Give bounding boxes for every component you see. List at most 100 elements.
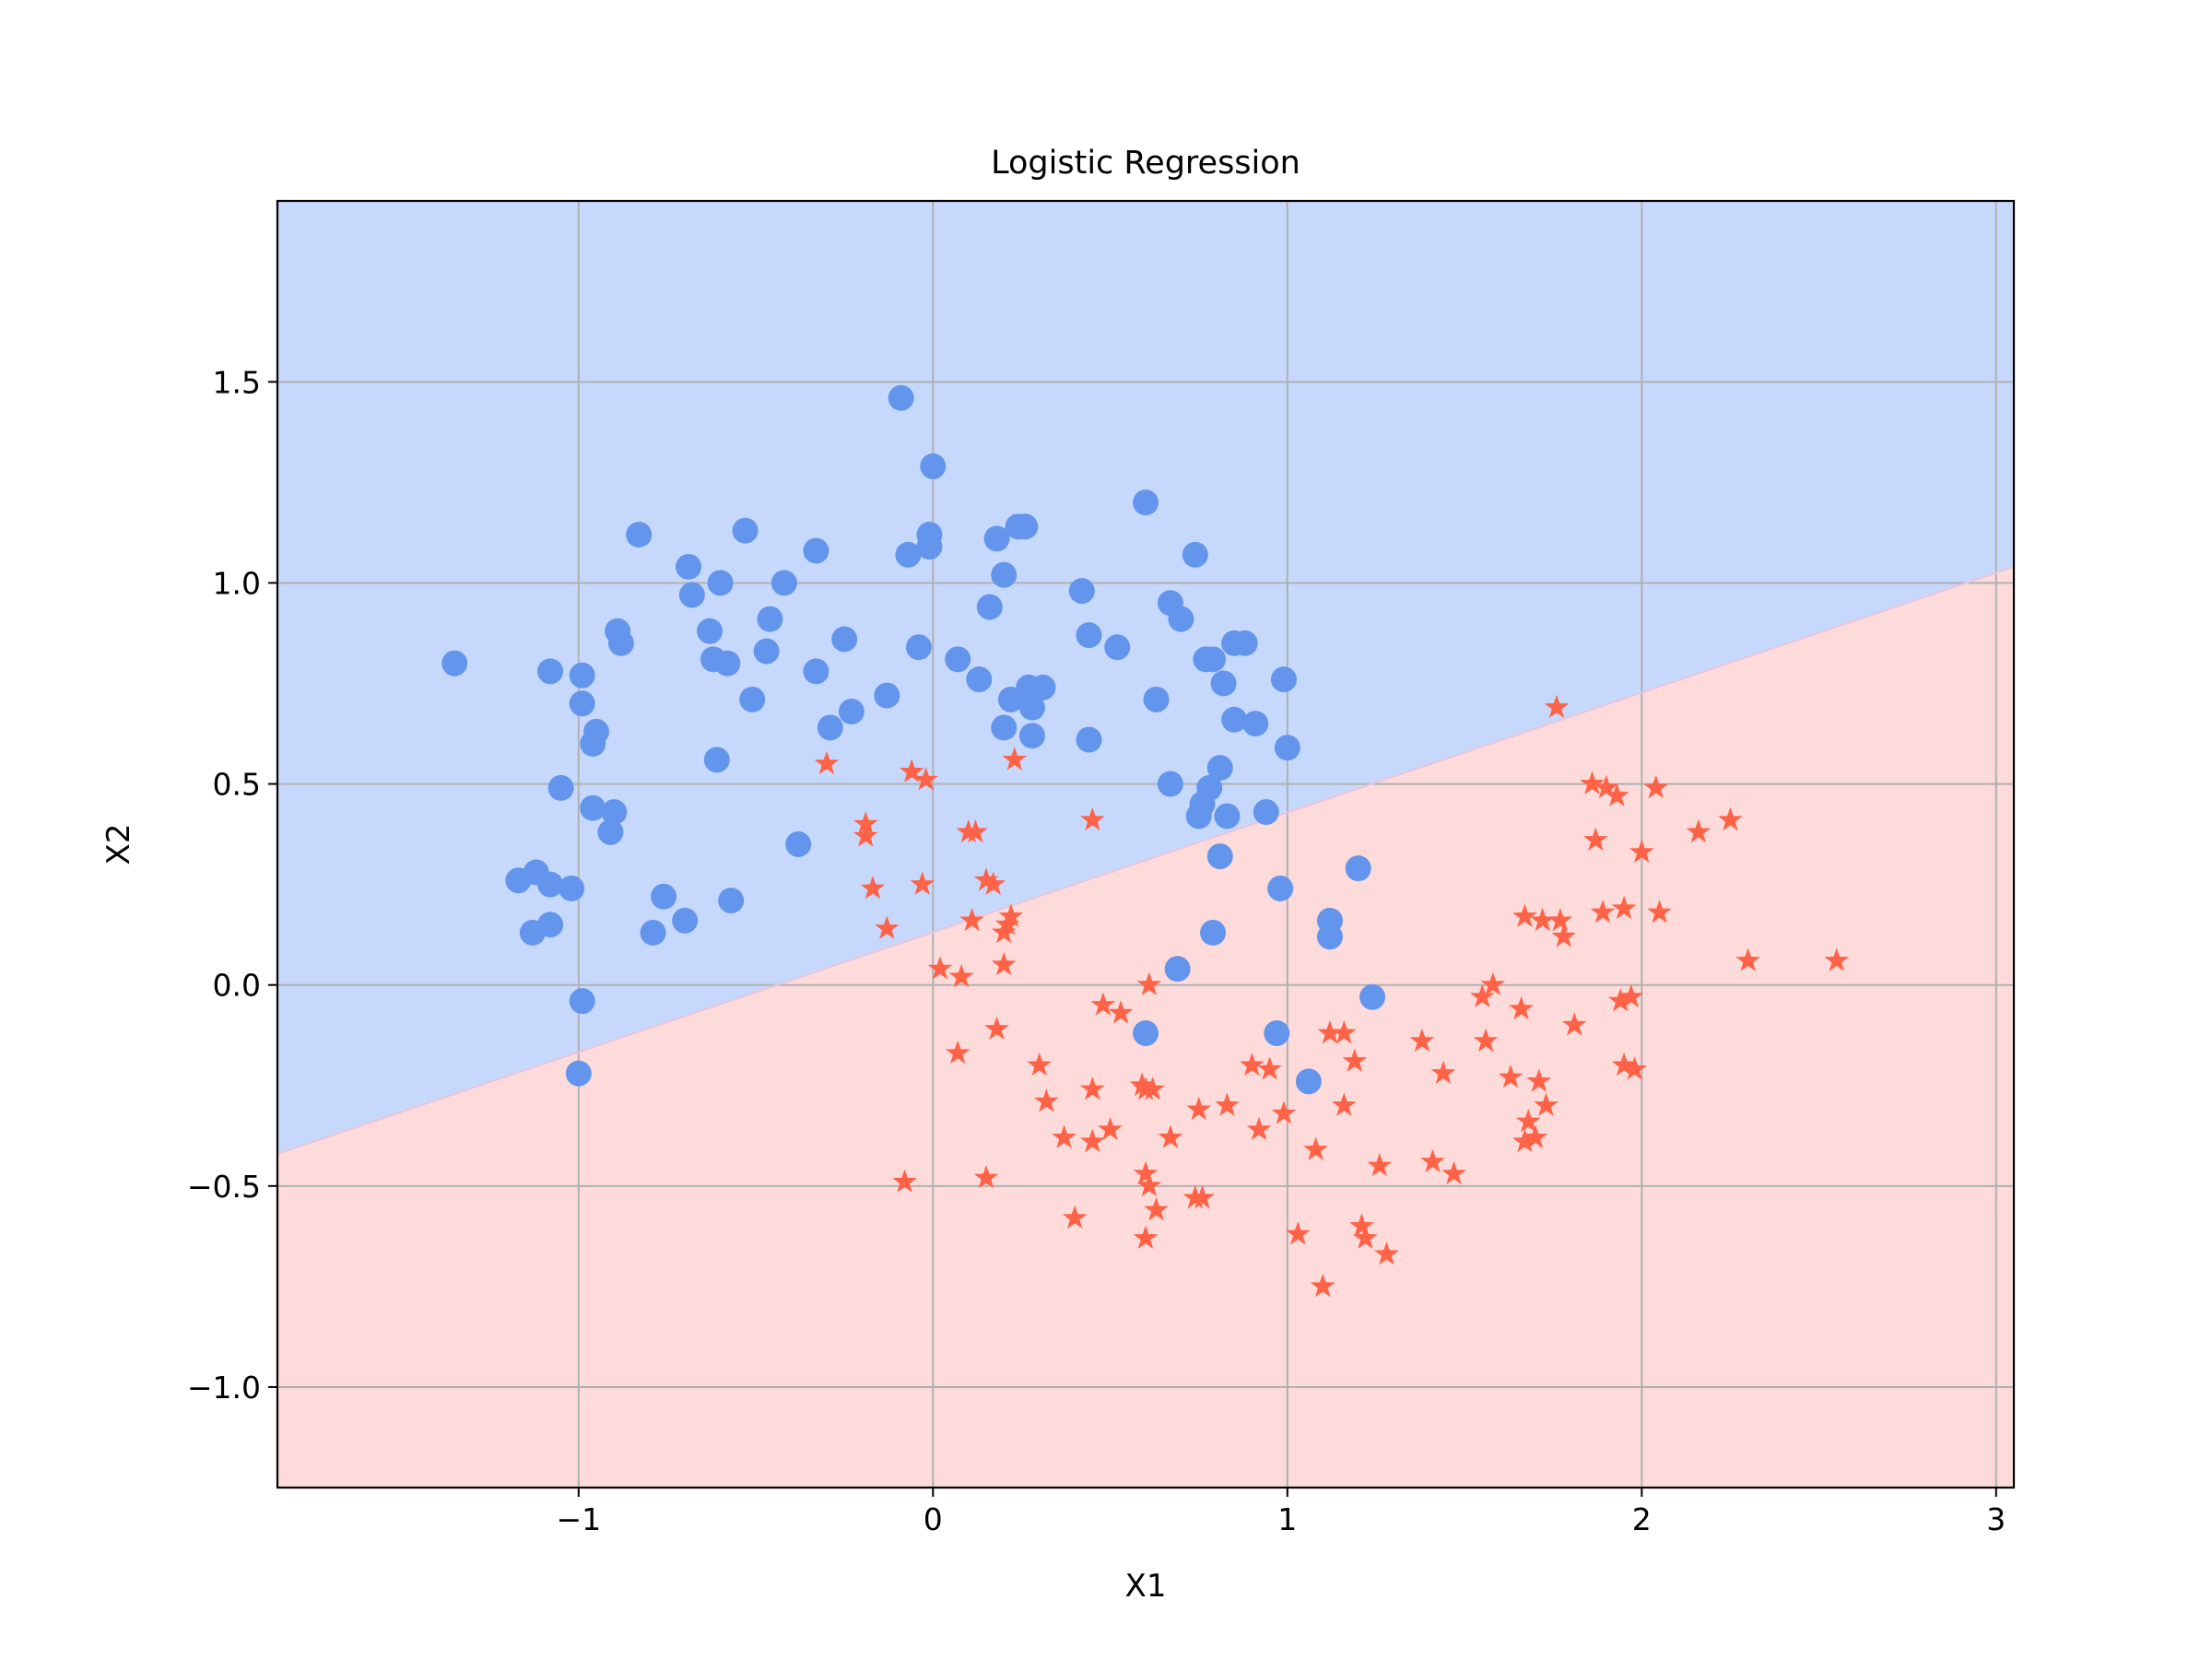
point-circle [753, 638, 780, 665]
point-circle [640, 919, 666, 946]
point-circle [569, 690, 595, 717]
point-circle [920, 453, 947, 479]
point-star [1133, 1225, 1159, 1249]
point-star [1246, 1116, 1272, 1141]
decision-boundary [277, 566, 2014, 1155]
point-circle [1267, 875, 1294, 901]
point-circle [1270, 666, 1297, 693]
point-star [860, 876, 886, 900]
point-star [1098, 1116, 1123, 1141]
x-tick-label: −1 [556, 1501, 601, 1537]
point-circle [1164, 956, 1191, 982]
point-circle [1168, 606, 1194, 632]
point-circle [1133, 1020, 1159, 1047]
point-star [1129, 1072, 1155, 1097]
point-circle [1076, 726, 1102, 753]
point-star [1515, 1109, 1541, 1133]
point-star [1718, 806, 1743, 831]
point-circle [707, 570, 734, 596]
point-circle [916, 534, 943, 560]
x-tick-label: 1 [1277, 1501, 1297, 1537]
point-circle [601, 799, 628, 826]
point-star [1144, 1197, 1169, 1221]
point-star [1498, 1065, 1524, 1088]
point-circle [1068, 578, 1095, 605]
point-circle [1133, 489, 1159, 516]
point-circle [559, 875, 585, 901]
point-star [892, 1169, 917, 1193]
point-circle [718, 888, 745, 914]
point-star [1590, 900, 1616, 924]
point-star [875, 915, 900, 939]
point-star [1512, 1128, 1537, 1153]
point-star [1286, 1221, 1311, 1245]
chart-title: Logistic Regression [991, 145, 1300, 182]
point-star [1215, 1092, 1240, 1116]
point-star [1186, 1096, 1211, 1121]
y-tick-label: 0.0 [213, 968, 261, 1004]
point-circle [1200, 919, 1227, 946]
boundary-line [277, 566, 2014, 1155]
axes-frame [276, 199, 2016, 1489]
point-star [1136, 971, 1162, 995]
point-circle [991, 714, 1018, 741]
point-star [991, 951, 1017, 976]
point-star [1080, 1077, 1105, 1100]
y-tick-label: 1.5 [213, 364, 261, 400]
point-circle [1274, 735, 1300, 761]
point-star [1353, 1225, 1378, 1249]
point-star [1583, 827, 1608, 851]
point-star [1686, 818, 1712, 843]
point-star [973, 1165, 999, 1189]
x-tick-label: 0 [924, 1501, 943, 1537]
point-star [1002, 747, 1028, 771]
point-star [1080, 806, 1105, 831]
point-star [899, 759, 924, 782]
x-tick-label: 2 [1632, 1501, 1652, 1537]
point-star [1512, 903, 1537, 927]
point-star [1257, 1056, 1282, 1080]
point-circle [1182, 541, 1208, 568]
point-circle [1200, 646, 1227, 673]
point-star [1618, 983, 1644, 1008]
point-star [1622, 1056, 1647, 1080]
point-star [1409, 1028, 1435, 1053]
point-star [1158, 1124, 1183, 1148]
point-star [1534, 1092, 1559, 1116]
point-circle [672, 907, 699, 934]
point-star [1090, 992, 1116, 1016]
point-circle [580, 794, 606, 821]
point-circle [626, 522, 653, 548]
point-circle [537, 912, 564, 938]
point-star [913, 767, 938, 791]
point-circle [803, 537, 830, 564]
point-circle [1206, 843, 1233, 870]
decision-regions [277, 201, 2014, 1488]
point-circle [1206, 755, 1233, 782]
point-star [910, 871, 935, 895]
point-star [1367, 1153, 1393, 1177]
point-circle [678, 582, 705, 608]
point-circle [1264, 1020, 1290, 1047]
point-star [959, 907, 984, 932]
point-circle [831, 626, 858, 653]
point-star [948, 964, 974, 988]
point-circle [714, 650, 741, 677]
point-star [1561, 1012, 1587, 1036]
point-circle [895, 541, 922, 568]
point-star [1611, 1052, 1637, 1077]
point-circle [441, 650, 468, 677]
point-circle [1345, 855, 1371, 882]
point-star [1643, 774, 1668, 799]
point-star [1594, 774, 1619, 799]
point-star [1526, 1068, 1552, 1092]
point-star [1080, 1128, 1105, 1153]
point-circle [703, 747, 730, 773]
point-circle [537, 871, 564, 898]
point-star [981, 871, 1006, 895]
point-circle [1359, 983, 1386, 1010]
point-star [1647, 900, 1672, 924]
point-circle [597, 818, 624, 845]
point-star [984, 1016, 1009, 1040]
point-circle [983, 525, 1010, 552]
